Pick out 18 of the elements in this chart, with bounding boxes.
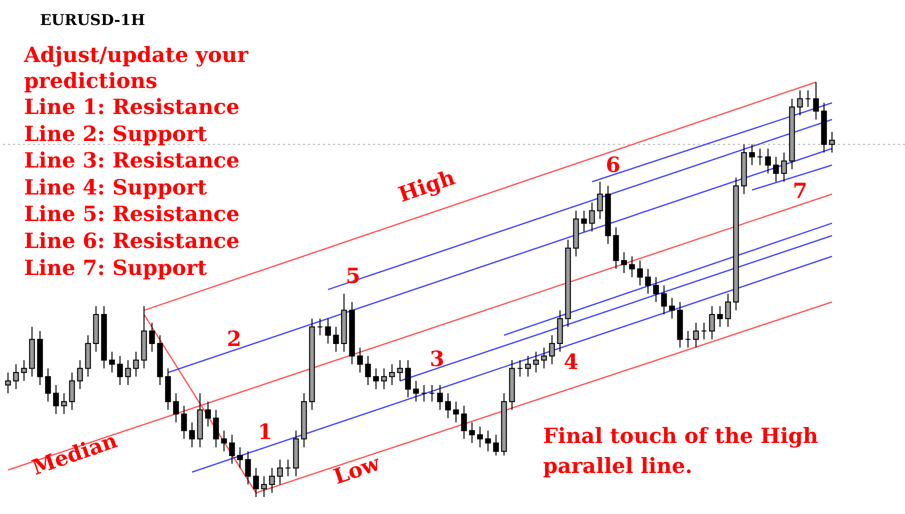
chart-title: EURUSD-1H	[40, 11, 146, 29]
annotation: 2	[226, 326, 242, 351]
annotation: Final touch of the High parallel line.	[543, 423, 818, 478]
annotation: Line 3: Resistance	[24, 148, 240, 173]
annotation: High	[395, 164, 458, 207]
annotation: Line 1: Resistance	[24, 94, 240, 119]
annotation: 6	[606, 152, 620, 177]
annotation: Line 4: Support	[24, 174, 208, 200]
annotation: 1	[258, 419, 272, 444]
annotation: Line 2: Support	[24, 120, 208, 146]
annotation: Line 5: Resistance	[24, 201, 240, 226]
annotation: 4	[564, 349, 578, 374]
annotation: 7	[792, 178, 808, 203]
annotation: Low	[330, 450, 384, 490]
annotation: 3	[430, 346, 444, 371]
annotation: Line 6: Resistance	[24, 228, 240, 253]
annotation: Line 7: Support	[24, 254, 208, 280]
annotation: Adjust/update your predictions	[23, 42, 250, 93]
